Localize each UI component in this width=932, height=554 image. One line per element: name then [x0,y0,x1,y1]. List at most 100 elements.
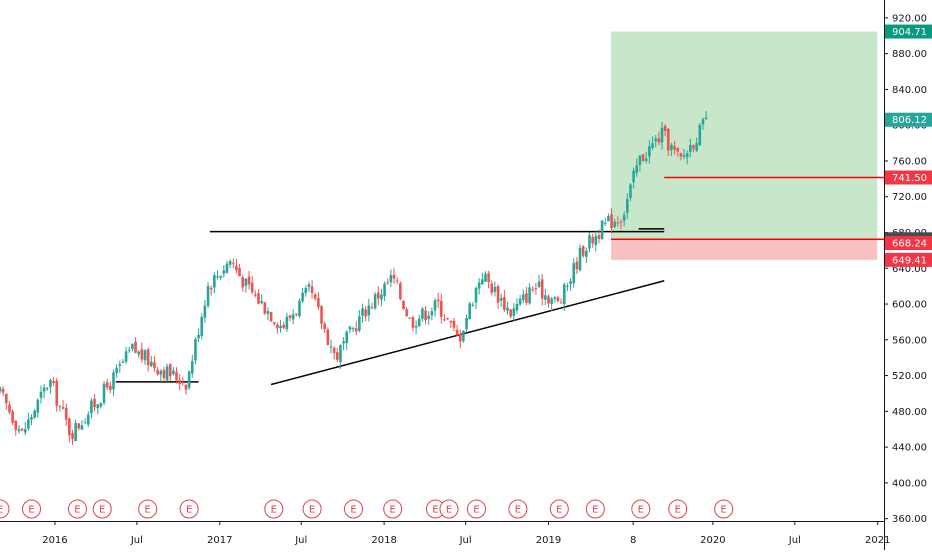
candle-body [358,316,361,331]
candle-body [55,380,59,406]
candle-body [676,147,680,152]
candle-body [474,287,478,303]
earnings-label: E [675,505,681,516]
candle [42,383,46,399]
candle [452,317,456,332]
candle-body [61,407,65,409]
candle-body [521,294,525,300]
earnings-label: E [28,505,34,516]
candle [269,311,273,322]
candle [49,378,52,394]
candle [153,356,156,372]
candle-body [276,324,279,329]
earnings-circle [383,499,403,519]
earnings-circle [668,499,688,519]
earnings-label: E [350,505,356,516]
candle [553,295,557,303]
candle-body [27,419,30,429]
earnings-marker: E [549,499,569,519]
candle [118,360,122,373]
candle-body [80,425,84,430]
candle [373,291,377,310]
candle [399,280,402,301]
candle-body [42,387,46,392]
candle [408,317,412,319]
candle-body [45,388,49,390]
earnings-circle [714,499,734,519]
y-tick-label: 600.00 [892,300,927,311]
candle-body [64,408,68,420]
candle-body [704,117,708,120]
candle [0,386,2,395]
candle-body [682,155,686,157]
earnings-label: E [473,505,479,516]
price-badge-label: 904.71 [892,27,927,38]
candle-body [443,319,446,321]
candle [11,409,14,426]
candle-body [471,304,475,306]
candle [33,409,36,419]
x-tick-label: 2021 [865,535,890,546]
candle [74,419,77,442]
candle-body [632,170,635,183]
candle-body [436,299,440,302]
candle-body [345,331,349,344]
candle-body [178,380,181,384]
candle [285,312,289,332]
candle [518,294,522,306]
candle-body [0,387,2,392]
candle-body [395,280,399,282]
candle [127,346,131,353]
candle-body [20,428,24,431]
candle [124,346,128,365]
candle [90,397,93,419]
candles [0,111,708,445]
candle-body [421,308,424,319]
earnings-circle [264,499,284,519]
candle [99,402,103,409]
candle [45,386,49,391]
candle [465,314,468,333]
earnings-label: E [309,505,315,516]
candle [52,377,55,386]
candle-body [332,347,336,353]
price-badge-bg [885,112,932,127]
earnings-label: E [638,505,644,516]
candle-body [11,411,14,423]
price-badge: 741.50 [885,170,932,185]
candle [581,244,585,258]
candle [137,350,141,358]
candle [329,339,333,354]
candle [619,219,623,230]
candle-body [109,385,112,390]
candle-body [534,288,538,290]
candle-body [585,250,588,257]
candle [395,277,399,285]
candle [235,258,238,274]
candle [209,285,213,296]
candle-body [537,281,541,288]
candle-body [556,297,560,302]
candle [115,364,118,378]
candle [455,324,459,337]
candle-body [572,263,576,284]
candle-body [389,275,393,283]
candle-body [648,146,651,157]
candle-body [36,399,40,413]
candle [295,313,298,317]
candle-body [90,400,93,414]
candle [556,295,560,303]
earnings-marker: E [92,499,112,519]
candle [537,274,541,288]
candle-body [317,297,320,308]
candle-body [175,372,178,381]
candle-body [342,341,345,344]
candle-body [269,312,273,322]
candle-body [222,270,226,274]
candle [30,414,33,426]
candle [213,272,216,294]
x-tick-label: Jul [294,535,307,546]
